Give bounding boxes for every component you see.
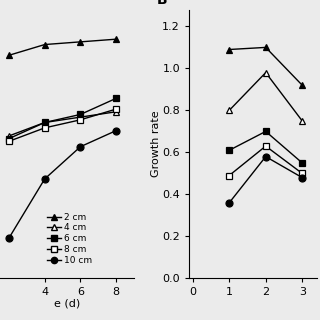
X-axis label: e (d): e (d) (54, 299, 80, 309)
Text: B: B (157, 0, 168, 7)
Y-axis label: Growth rate: Growth rate (151, 111, 161, 177)
Legend: 2 cm, 4 cm, 6 cm, 8 cm, 10 cm: 2 cm, 4 cm, 6 cm, 8 cm, 10 cm (44, 209, 96, 268)
